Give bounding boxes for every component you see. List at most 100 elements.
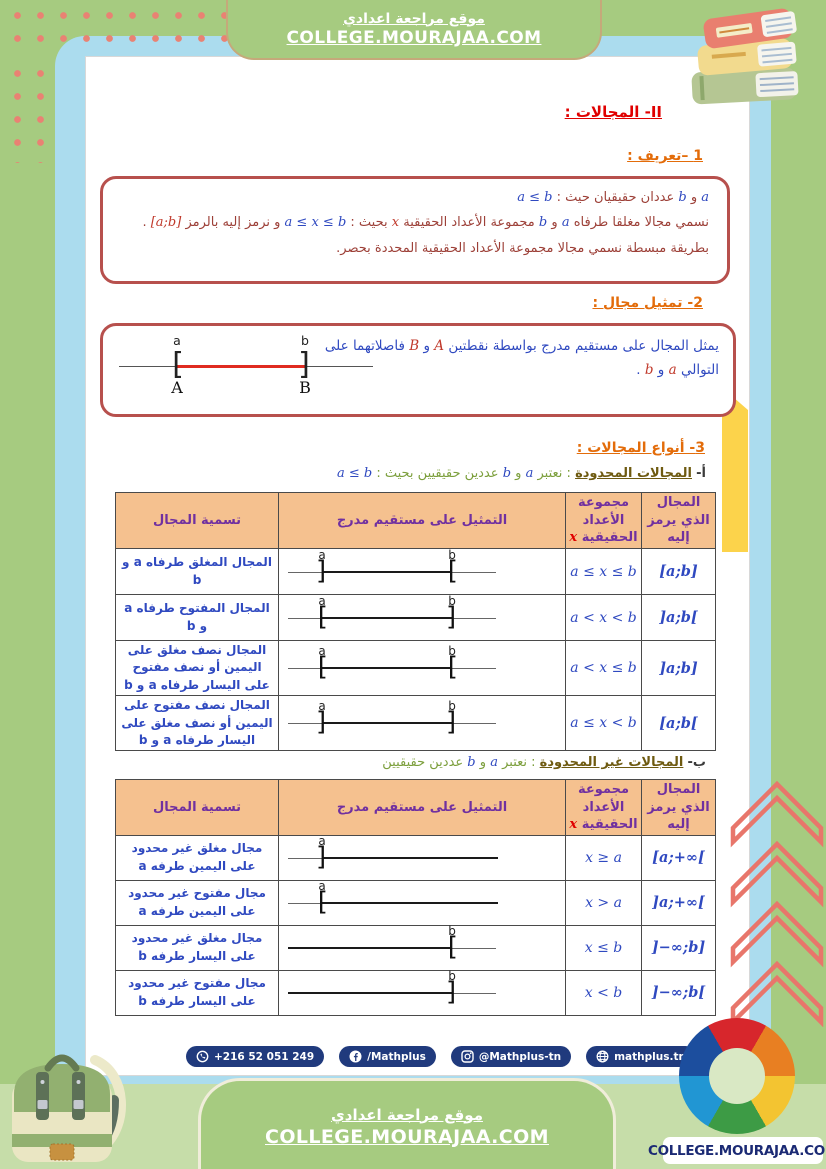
set-condition: a < x < b [570,609,637,626]
site-tagline: موقع مراجعة اعدادي [331,1105,483,1124]
interval-segment [322,722,452,725]
var-b: b [467,755,476,770]
set-condition: x ≥ a [585,849,622,866]
site-tagline: موقع مراجعة اعدادي [343,10,485,27]
interval-segment [177,365,305,368]
table-row: ]−∞;b[ x < b [ b مجال مفتوح غير محدود عل… [115,968,716,1016]
facebook-handle: /Mathplus [367,1050,426,1063]
label-a: a [318,644,326,659]
var-a: a [561,215,570,231]
var-b: b [678,190,687,205]
label: b [448,923,456,938]
var-a: a [701,190,709,205]
interval-name: مجال مغلق غير محدود على اليمين طرفه a [115,834,279,881]
definition-text: بحيث : [350,215,388,231]
logo-domain-badge[interactable]: COLLEGE.MOURAJAA.COM [648,1137,826,1164]
text-and: و [551,215,558,231]
label-b: b [448,699,456,714]
table-row: [a;+∞[ x ≥ a [ a مجال مغلق غير محدود على… [115,833,716,881]
intro-text: : نعتبر [537,466,571,481]
text-and: و [515,466,522,481]
header-set: مجموعة الأعداد الحقيقية x [565,492,642,549]
interval-name: مجال مغلق غير محدود على اليسار طرفه b [115,924,279,971]
var-b: b [502,466,512,481]
label: a [318,833,326,848]
table-header-row: المجال الذي يرمز إليه مجموعة الأعداد الح… [115,779,716,836]
table-row: ]a;b[ a < x < b ] [ a b المجال المفتوح ط… [115,593,716,641]
interval-diagram: [ ] a b [282,547,562,593]
interval-name: المجال المفتوح طرفاه a و b [115,594,279,641]
label-A: A [171,378,183,397]
instagram-handle: @Mathplus-tn [478,1050,562,1063]
header-symbol: المجال الذي يرمز إليه [641,779,716,836]
var-x: x [391,215,400,231]
interval-name: المجال نصف مفتوح على اليمين أو نصف مغلق … [115,695,279,752]
interval-diagram: ] [ a b [282,593,562,639]
interval-ray [322,901,498,904]
definition-text: نسمي مجالا مغلقا طرفاه [573,215,709,231]
bracket-b: ] [444,651,460,682]
interval-symbol: ]a;b[ [659,609,698,626]
header-diagram: التمثيل على مستقيم مدرج [278,779,566,836]
website-url: mathplus.tn [614,1050,686,1063]
text-and: و [690,190,698,205]
set-condition: a ≤ x ≤ b [570,563,637,580]
condition-a-le-b: a ≤ b [336,466,373,481]
main-title: II- المجالات : [564,103,662,121]
interval-diagram: [ a [282,833,562,879]
section-definition-heading: 1 –تعريف : [627,148,703,164]
facebook-icon [349,1050,362,1063]
instagram-link[interactable]: @Mathplus-tn [450,1046,572,1067]
definition-text: . بطريقة مبسطة نسمي مجالا مجموعة الأعداد… [142,215,709,256]
label-a: a [318,593,326,608]
whatsapp-icon [196,1050,209,1063]
bracket-a: [ [314,555,330,586]
item-prefix: ب- [687,755,706,770]
interval-segment [322,616,452,619]
table-row: [a;b] a ≤ x ≤ b [ ] a b المجال المغلق طر… [115,547,716,595]
interval-name: مجال مفتوح غير محدود على اليسار طرفه b [115,969,279,1016]
interval-diagram: [ b [282,968,562,1014]
interval-ray [322,856,498,859]
label-a: a [173,333,181,348]
table-row: ]a;b] a < x ≤ b ] ] a b المجال نصف مغلق … [115,639,716,697]
label-b: b [448,547,456,562]
label-a: a [318,547,326,562]
unbounded-intro: ب- المجالات غير المحدودة : نعتبر a و b ع… [240,755,706,770]
header-site-banner[interactable]: موقع مراجعة اعدادي COLLEGE.MOURAJAA.COM [226,0,602,60]
var-b: b [538,215,548,231]
label: b [448,968,456,983]
bracket: ] [314,886,330,917]
definition-text: و نرمز إليه بالرمز [185,215,281,231]
section-types-heading: 3- أنواع المجالات : [576,440,705,456]
definition-text: مجموعة الأعداد الحقيقية [403,215,535,231]
text-and: و [479,755,487,770]
bracket-b: [ [444,707,460,738]
bounded-intro: أ- المجالات المحدودة : نعتبر a و b عددين… [240,466,706,481]
table-row: ]a;+∞[ x > a ] a مجال مفتوح غير محدود عل… [115,879,716,926]
label-a: a [318,699,326,714]
table-row: [a;b[ a ≤ x < b [ [ a b المجال نصف مفتوح… [115,695,716,752]
bracket: [ [444,976,460,1007]
representation-text: يمثل المجال على مستقيم مدرج بواسطة نقطتي… [319,335,719,382]
interval-ray [288,991,452,994]
bracket-a: [ [167,347,187,383]
facebook-link[interactable]: /Mathplus [339,1046,436,1067]
point-A: A [434,338,445,354]
set-condition: x ≤ b [584,939,623,956]
set-condition: a < x ≤ b [570,660,637,677]
website-link[interactable]: mathplus.tn [586,1046,696,1067]
interval-symbol: [a;b] [659,563,698,580]
definition-box: a و b عددان حقيقيان حيث : a ≤ b نسمي مجا… [100,176,730,284]
header-diagram: التمثيل على مستقيم مدرج [278,492,566,549]
var-b: b [644,361,654,378]
text-and: و [423,338,430,354]
header-symbol: المجال الذي يرمز إليه [641,492,716,549]
whatsapp-link[interactable]: +216 52 051 249 [186,1046,325,1067]
footer-site-banner[interactable]: موقع مراجعة اعدادي COLLEGE.MOURAJAA.COM [198,1078,616,1169]
representation-sentence: فاصلاتهما على التوالي [324,338,719,378]
interval-symbol: ]−∞;b[ [651,984,706,1002]
subjects-ring-logo [679,1018,795,1134]
interval-symbol: ]a;+∞[ [652,894,705,912]
interval-segment [322,570,452,573]
